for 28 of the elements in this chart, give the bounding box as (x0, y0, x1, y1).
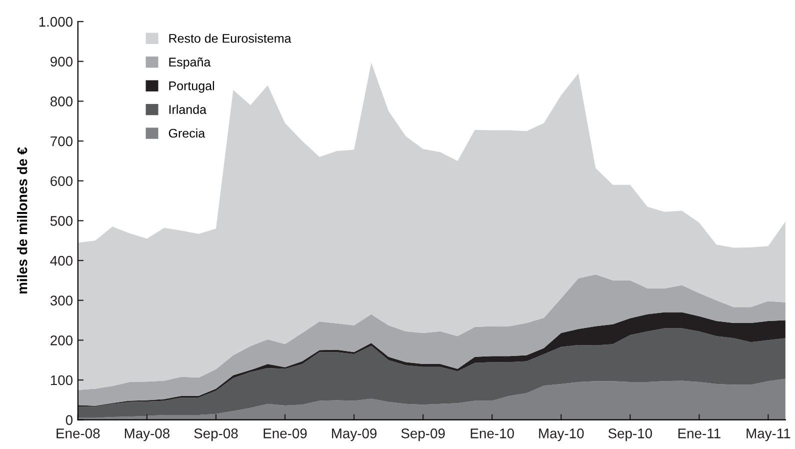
y-tick-label: 600 (50, 176, 73, 186)
x-tick-label: Ene-09 (264, 428, 307, 438)
x-tick-label: Sep-08 (194, 428, 238, 442)
y-tick-label: 0 (66, 415, 73, 425)
y-tick-label: 900 (50, 56, 73, 67)
legend-label: Resto de Eurosistema (169, 34, 292, 43)
x-tick-label: May-11 (746, 428, 790, 442)
x-tick-label: Ene-08 (56, 428, 100, 438)
x-tick-label: Ene-11 (678, 428, 720, 438)
legend-label: Grecia (168, 128, 206, 138)
y-tick-label: 1.000 (39, 16, 73, 27)
y-tick-label: 400 (50, 256, 73, 266)
legend-label: España (169, 57, 211, 69)
y-tick-label: 300 (50, 296, 73, 306)
y-tick-label: 100 (50, 375, 73, 386)
legend-label: Portugal (169, 81, 214, 93)
x-tick-label: May-10 (539, 428, 584, 442)
x-tick-label: Sep-09 (401, 428, 445, 442)
x-tick-label: May-09 (332, 428, 377, 442)
x-tick-label: Ene-10 (470, 428, 514, 438)
y-tick-label: 800 (50, 96, 73, 106)
y-tick-label: 500 (50, 216, 73, 226)
y-axis-title: miles de millones de € (17, 147, 28, 294)
y-tick-label: 700 (50, 136, 73, 146)
legend-label: Irlanda (169, 104, 206, 114)
x-tick-label: May-08 (124, 428, 170, 442)
x-tick-label: Sep-10 (608, 428, 652, 442)
y-tick-label: 200 (50, 335, 73, 346)
